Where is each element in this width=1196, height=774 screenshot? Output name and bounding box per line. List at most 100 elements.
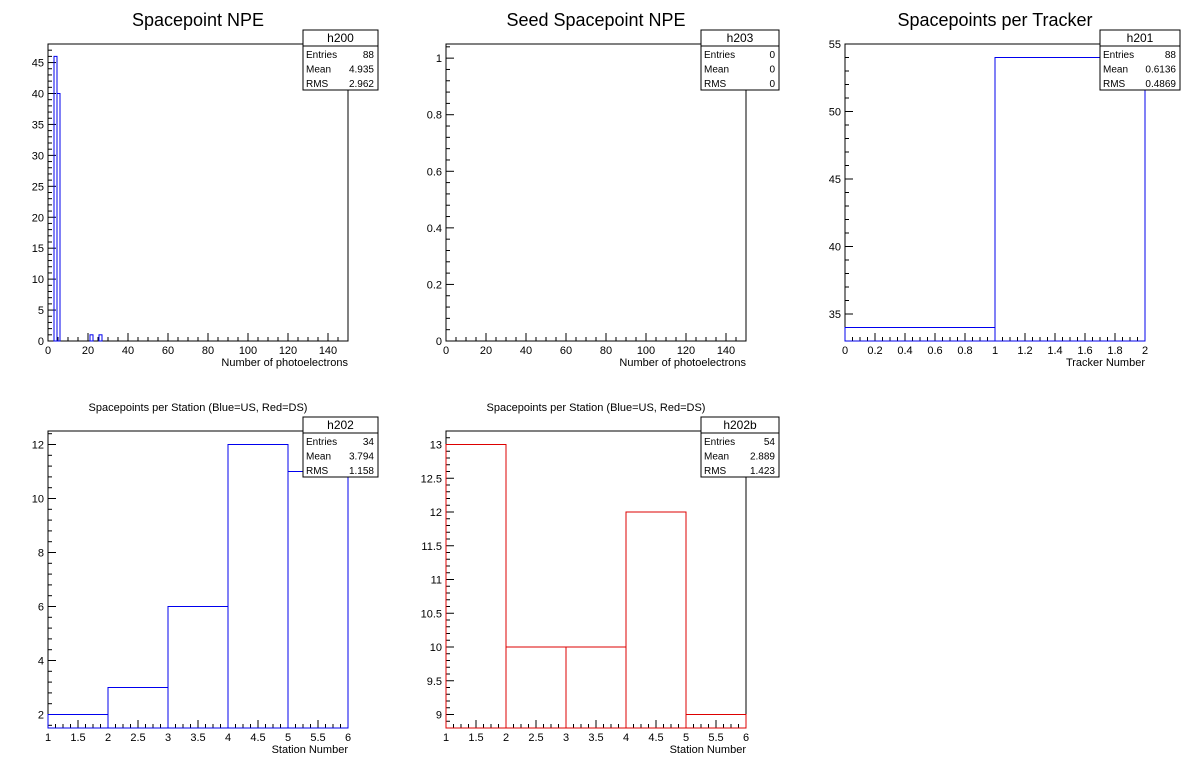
x-tick-label: 1.6 bbox=[1077, 345, 1092, 357]
stats-row-label: Entries bbox=[704, 437, 735, 448]
histogram-bin-2 bbox=[994, 57, 1146, 342]
x-tick-label: 5.5 bbox=[310, 732, 325, 744]
x-tick-label: 6 bbox=[743, 732, 749, 744]
y-tick-label: 55 bbox=[829, 39, 841, 51]
x-tick-label: 3 bbox=[165, 732, 171, 744]
stats-row-label: Entries bbox=[306, 50, 337, 61]
stats-row-value: 1.423 bbox=[750, 466, 775, 477]
stats-box-frame bbox=[700, 29, 780, 91]
y-tick-label: 1 bbox=[436, 53, 442, 65]
histogram-panel-1: Spacepoint NPE 0 20 40 60 80 100 120 140 0 5 10 15 20… bbox=[32, 10, 379, 369]
stats-row-value: 3.794 bbox=[349, 452, 374, 463]
x-tick-label: 5 bbox=[683, 732, 689, 744]
chart-title: Seed Spacepoint NPE bbox=[506, 10, 685, 30]
x-tick-label: 0.2 bbox=[867, 345, 882, 357]
stats-row-value: 2.962 bbox=[349, 79, 374, 90]
x-tick-label: 2.5 bbox=[130, 732, 145, 744]
x-tick-label: 5.5 bbox=[708, 732, 723, 744]
x-tick-label: 3.5 bbox=[190, 732, 205, 744]
x-tick-label: 100 bbox=[239, 345, 257, 357]
x-tick-label: 4.5 bbox=[250, 732, 265, 744]
x-tick-label: 140 bbox=[319, 345, 337, 357]
stats-box: h202b Entries 54 Mean 2.889 RMS 1.423 bbox=[700, 416, 780, 478]
histogram-bin-4 bbox=[625, 511, 687, 729]
x-tick-label: 0.4 bbox=[897, 345, 912, 357]
stats-box-name: h201 bbox=[1127, 31, 1154, 45]
stats-row-label: Entries bbox=[1103, 50, 1134, 61]
x-tick-label: 6 bbox=[345, 732, 351, 744]
stats-row-label: Mean bbox=[704, 452, 729, 463]
y-tick-label: 8 bbox=[38, 548, 44, 560]
y-tick-label: 0.8 bbox=[427, 110, 442, 122]
chart-title: Spacepoint NPE bbox=[132, 10, 264, 30]
x-tick-label: 0 bbox=[443, 345, 449, 357]
y-tick-label: 13 bbox=[430, 440, 442, 452]
x-tick-label: 100 bbox=[637, 345, 655, 357]
y-tick-label: 0.6 bbox=[427, 166, 442, 178]
y-tick-label: 4 bbox=[38, 656, 44, 668]
x-tick-label: 1.2 bbox=[1017, 345, 1032, 357]
stats-row-label: RMS bbox=[704, 79, 727, 90]
x-tick-label: 0 bbox=[45, 345, 51, 357]
stats-box: h201 Entries 88 Mean 0.6136 RMS 0.4869 bbox=[1099, 29, 1181, 91]
stats-row-value: 0.4869 bbox=[1145, 79, 1176, 90]
y-tick-label: 50 bbox=[829, 107, 841, 119]
stats-box-frame bbox=[700, 416, 780, 478]
chart-title: Spacepoints per Station (Blue=US, Red=DS… bbox=[487, 402, 706, 414]
y-tick-label: 0.4 bbox=[427, 223, 442, 235]
x-tick-label: 120 bbox=[279, 345, 297, 357]
stats-box-name: h200 bbox=[327, 31, 354, 45]
stats-row-value: 0 bbox=[769, 65, 775, 76]
y-tick-label: 11.5 bbox=[421, 541, 442, 553]
stats-row-label: Entries bbox=[704, 50, 735, 61]
y-tick-label: 6 bbox=[38, 602, 44, 614]
stats-row-label: Mean bbox=[306, 65, 331, 76]
stats-row-label: Entries bbox=[306, 437, 337, 448]
stats-box-name: h202b bbox=[723, 418, 757, 432]
x-tick-label: 1.4 bbox=[1047, 345, 1062, 357]
x-tick-label: 2 bbox=[1142, 345, 1148, 357]
x-tick-label: 140 bbox=[717, 345, 735, 357]
x-axis-label: Number of photoelectrons bbox=[221, 357, 348, 369]
x-tick-label: 2.5 bbox=[528, 732, 543, 744]
x-axis-label: Number of photoelectrons bbox=[619, 357, 746, 369]
histogram-bin-3 bbox=[89, 334, 94, 342]
histogram-bin-4 bbox=[98, 334, 103, 342]
stats-row-value: 4.935 bbox=[349, 65, 374, 76]
x-tick-label: 0.6 bbox=[927, 345, 942, 357]
histogram-bin-5 bbox=[287, 471, 349, 729]
y-tick-label: 0 bbox=[436, 336, 442, 348]
x-tick-label: 0.8 bbox=[957, 345, 972, 357]
y-tick-label: 15 bbox=[32, 243, 44, 255]
y-tick-label: 12 bbox=[32, 440, 44, 452]
histogram-bin-5 bbox=[685, 714, 747, 729]
x-tick-label: 80 bbox=[600, 345, 612, 357]
stats-box: h202 Entries 34 Mean 3.794 RMS 1.158 bbox=[302, 416, 379, 478]
histogram-bin-4 bbox=[227, 444, 289, 729]
x-tick-label: 2 bbox=[105, 732, 111, 744]
x-tick-label: 4 bbox=[623, 732, 629, 744]
stats-row-value: 0.6136 bbox=[1145, 65, 1176, 76]
x-tick-label: 3 bbox=[563, 732, 569, 744]
y-tick-label: 5 bbox=[38, 305, 44, 317]
y-tick-label: 0 bbox=[38, 336, 44, 348]
x-tick-label: 1 bbox=[45, 732, 51, 744]
histogram-bin-2 bbox=[56, 93, 61, 342]
y-tick-label: 10 bbox=[430, 642, 442, 654]
y-tick-label: 10 bbox=[32, 274, 44, 286]
stats-row-value: 54 bbox=[764, 437, 776, 448]
stats-row-label: RMS bbox=[306, 79, 329, 90]
y-tick-label: 9.5 bbox=[427, 676, 442, 688]
stats-box: h203 Entries 0 Mean 0 RMS 0 bbox=[700, 29, 780, 91]
stats-box-name: h202 bbox=[327, 418, 354, 432]
stats-row-value: 0 bbox=[769, 50, 775, 61]
x-tick-label: 4.5 bbox=[648, 732, 663, 744]
stats-box: h200 Entries 88 Mean 4.935 RMS 2.962 bbox=[302, 29, 379, 91]
stats-row-value: 0 bbox=[769, 79, 775, 90]
x-tick-label: 120 bbox=[677, 345, 695, 357]
x-tick-label: 20 bbox=[82, 345, 94, 357]
histogram-panel-4: Spacepoints per Station (Blue=US, Red=DS… bbox=[32, 402, 379, 756]
histogram-bin-3 bbox=[167, 606, 229, 729]
